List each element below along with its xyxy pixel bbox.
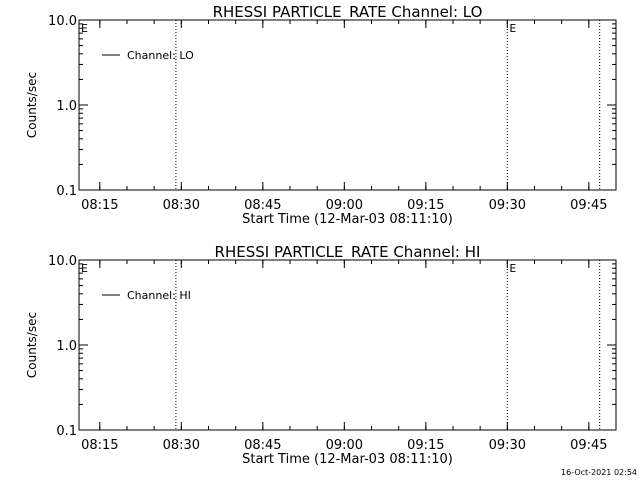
x-tick-label: 08:15 <box>81 438 118 453</box>
x-tick-label: 09:15 <box>407 198 444 213</box>
event-marker-label: E <box>509 22 516 35</box>
corner-label: E <box>81 22 88 35</box>
y-tick-label: 0.1 <box>56 184 77 199</box>
x-tick-label: 09:45 <box>570 198 607 213</box>
x-tick-label: 09:45 <box>570 438 607 453</box>
x-tick-label: 08:45 <box>244 438 281 453</box>
x-axis-label: Start Time (12-Mar-03 08:11:10) <box>242 212 453 227</box>
y-axis-label: Counts/sec <box>25 72 39 138</box>
x-tick-label: 08:15 <box>81 198 118 213</box>
x-axis-label: Start Time (12-Mar-03 08:11:10) <box>242 452 453 467</box>
legend-label: Channel: LO <box>127 49 194 62</box>
y-tick-label: 0.1 <box>56 424 77 439</box>
x-tick-label: 09:30 <box>489 438 526 453</box>
x-tick-label: 09:30 <box>489 198 526 213</box>
legend-label: Channel: HI <box>127 289 191 302</box>
x-tick-label: 08:30 <box>163 438 200 453</box>
chart-title: RHESSI PARTICLE_RATE Channel: LO <box>213 3 483 22</box>
x-tick-label: 08:30 <box>163 198 200 213</box>
y-tick-label: 1.0 <box>56 339 77 354</box>
y-tick-label: 10.0 <box>48 14 77 29</box>
chart-title: RHESSI PARTICLE_RATE Channel: HI <box>215 243 481 262</box>
panel-hi: RHESSI PARTICLE_RATE Channel: HI 0.1 1.0 10… <box>25 243 617 467</box>
panel-lo: RHESSI PARTICLE_RATE Channel: LO 0.1 1.0 10… <box>25 3 617 227</box>
plot-frame <box>78 19 617 191</box>
y-tick-label: 1.0 <box>56 99 77 114</box>
x-tick-label: 09:00 <box>326 438 363 453</box>
x-tick-label: 09:00 <box>326 198 363 213</box>
footer-timestamp: 16-Oct-2021 02:54 <box>561 468 637 477</box>
x-tick-label: 08:45 <box>244 198 281 213</box>
y-tick-label: 10.0 <box>48 254 77 269</box>
corner-label: E <box>81 262 88 275</box>
x-tick-label: 09:15 <box>407 438 444 453</box>
plot-frame <box>78 259 617 431</box>
y-axis-label: Counts/sec <box>25 312 39 378</box>
event-marker-label: E <box>509 262 516 275</box>
